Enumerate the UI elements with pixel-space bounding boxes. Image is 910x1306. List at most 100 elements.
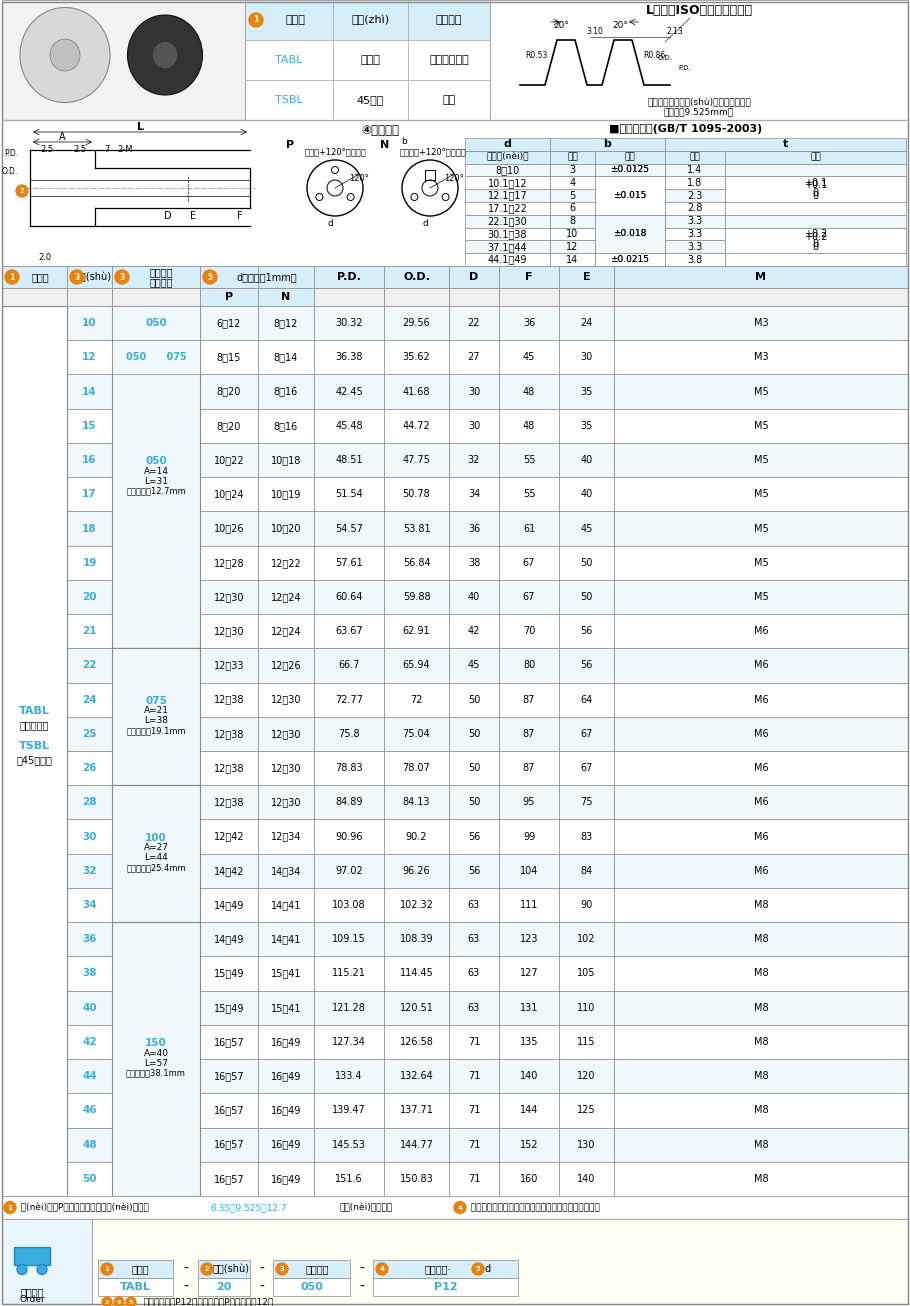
Bar [314,819,384,854]
Bar [614,854,908,888]
Bar [614,888,908,922]
Bar [200,443,258,477]
Text: 2.13: 2.13 [667,27,683,37]
Bar [614,1059,908,1093]
Text: 14～41: 14～41 [271,934,301,944]
Bar [314,922,384,956]
Text: 99: 99 [523,832,535,841]
Text: 24: 24 [82,695,96,705]
Bar [499,1059,559,1093]
Text: 30: 30 [581,353,592,362]
Text: 56: 56 [468,832,480,841]
Bar [200,580,258,614]
Text: P: P [286,140,294,150]
Bar [384,888,449,922]
Text: M5: M5 [753,490,768,499]
Bar [258,1025,314,1059]
Bar [200,717,258,751]
Text: 3.3: 3.3 [687,217,703,226]
Text: 103.08: 103.08 [332,900,366,910]
Bar [614,512,908,546]
Text: ④軸孔類型: ④軸孔類型 [361,124,399,137]
Text: 12～30: 12～30 [214,626,244,636]
Text: 2.8: 2.8 [687,204,703,213]
Bar [258,819,314,854]
Text: 発黑: 発黑 [442,95,456,104]
Bar [384,375,449,409]
Bar [67,648,112,683]
Text: 61: 61 [523,524,535,533]
Bar [449,956,499,991]
Bar [665,189,725,202]
Bar [67,266,112,289]
Text: 3.10: 3.10 [587,27,603,37]
Bar [449,1162,499,1196]
Bar [595,189,665,202]
Text: 軸孔類型·: 軸孔類型· [425,1264,451,1273]
Text: M5: M5 [753,454,768,465]
Text: d: d [422,219,428,229]
Text: P12: P12 [434,1282,458,1292]
Text: M8: M8 [753,1140,768,1149]
Text: 10～26: 10～26 [214,524,244,533]
Bar [725,150,906,163]
Bar [67,1127,112,1162]
Bar [112,306,200,341]
Text: 齒槽尺寸會因齒數(shù)不同而略有差異
（齒距：9.525mm）: 齒槽尺寸會因齒數(shù)不同而略有差異 （齒距：9.525mm） [647,98,751,116]
Bar [559,409,614,443]
Text: R0.86: R0.86 [642,51,665,60]
Text: 4: 4 [458,1204,462,1211]
Text: 15～41: 15～41 [271,969,301,978]
Text: 8～16: 8～16 [274,387,298,397]
Text: 1.8: 1.8 [687,178,703,188]
Text: 144.77: 144.77 [399,1140,433,1149]
Bar [384,266,449,289]
Text: 12～26: 12～26 [270,661,301,670]
Text: 的內(nèi)孔尺寸。: 的內(nèi)孔尺寸。 [340,1203,393,1212]
Bar [559,785,614,819]
Bar [384,922,449,956]
Bar [550,253,595,266]
Bar [725,227,906,240]
Text: 5: 5 [207,273,213,282]
Ellipse shape [50,39,80,71]
Bar [314,1093,384,1127]
Bar [200,614,258,648]
Text: 8～15: 8～15 [217,353,241,362]
Bar [550,214,595,227]
Text: 32: 32 [468,454,480,465]
Bar [499,717,559,751]
Bar [614,785,908,819]
Text: 皮帶寬度：19.1mm: 皮帶寬度：19.1mm [126,726,186,735]
Text: 41.68: 41.68 [403,387,430,397]
Bar [200,785,258,819]
Bar [614,922,908,956]
Text: 12～24: 12～24 [270,592,301,602]
Bar [550,227,595,240]
Circle shape [114,1297,124,1306]
Text: 14: 14 [566,255,579,265]
Bar [559,477,614,512]
Text: 56: 56 [581,661,592,670]
Bar [408,0,490,40]
Bar [258,341,314,375]
Text: 12～30: 12～30 [214,592,244,602]
Bar [614,546,908,580]
Text: b: b [603,140,612,149]
Text: +0.1: +0.1 [804,180,827,191]
Bar [550,189,595,202]
Text: M5: M5 [753,558,768,568]
Text: -: - [183,1280,188,1294]
Bar [449,443,499,477]
Text: ±0.018: ±0.018 [613,230,647,239]
Bar [499,785,559,819]
Text: ±0.0215: ±0.0215 [611,255,650,264]
Bar [499,443,559,477]
Text: 1: 1 [7,1204,13,1211]
Bar [559,751,614,785]
Text: 軸孔內(nèi)徑: 軸孔內(nèi)徑 [486,153,529,162]
Text: 050: 050 [145,456,167,466]
Text: 145.53: 145.53 [332,1140,366,1149]
Text: M8: M8 [753,1003,768,1012]
Text: （鍵槽孔+120°螺紋孔）: （鍵槽孔+120°螺紋孔） [400,148,467,157]
